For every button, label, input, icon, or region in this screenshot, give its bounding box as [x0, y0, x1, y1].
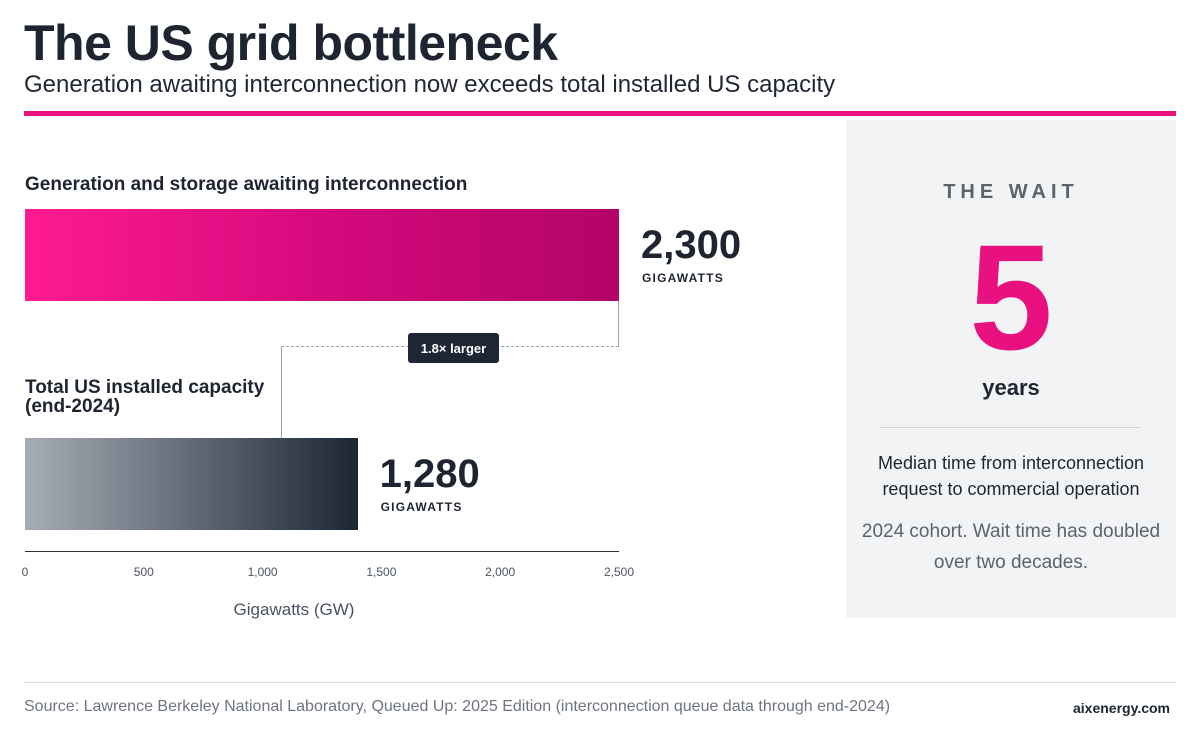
wait-panel-number: 5	[969, 213, 1053, 381]
wait-panel-description: Median time from interconnection request…	[877, 453, 1145, 499]
ratio-annotation: 1.8× larger	[408, 333, 499, 363]
x-tick-label: 1,000	[247, 565, 278, 579]
value-label-installed: 1,280	[379, 452, 480, 496]
chart-subtitle: Generation awaiting interconnection now …	[24, 71, 836, 98]
wait-panel	[846, 120, 1176, 618]
category-label-queue: Generation and storage awaiting intercon…	[25, 174, 468, 195]
accent-rule	[24, 111, 1176, 116]
chart-title: The US grid bottleneck	[24, 15, 558, 71]
category-label-installed: Total US installed capacity (end-2024)	[25, 377, 265, 417]
connector-line	[281, 346, 282, 438]
brand-label: aixenergy.com	[1072, 700, 1170, 716]
wait-panel-note: 2024 cohort. Wait time has doubled over …	[861, 521, 1161, 573]
source-note: Source: Lawrence Berkeley National Labor…	[24, 698, 891, 715]
wait-panel-divider	[880, 427, 1140, 428]
unit-label-queue: GIGAWATTS	[642, 271, 724, 285]
x-tick-label: 2,000	[485, 565, 516, 579]
x-tick-label: 2,500	[603, 565, 635, 579]
footer-divider	[24, 682, 1176, 683]
x-tick-label: 500	[133, 565, 154, 579]
x-tick-label: 0	[21, 565, 29, 579]
unit-label-installed: GIGAWATTS	[380, 500, 463, 514]
wait-panel-heading: THE WAIT	[943, 181, 1079, 203]
x-tick-label: 1,500	[366, 565, 397, 579]
x-axis-line	[25, 551, 619, 552]
connector-line	[618, 301, 619, 347]
bar-queue	[25, 209, 619, 301]
bar-installed	[25, 438, 358, 530]
x-axis-title: Gigawatts (GW)	[233, 600, 355, 619]
wait-panel-unit: years	[982, 375, 1040, 400]
value-label-queue: 2,300	[641, 223, 742, 267]
